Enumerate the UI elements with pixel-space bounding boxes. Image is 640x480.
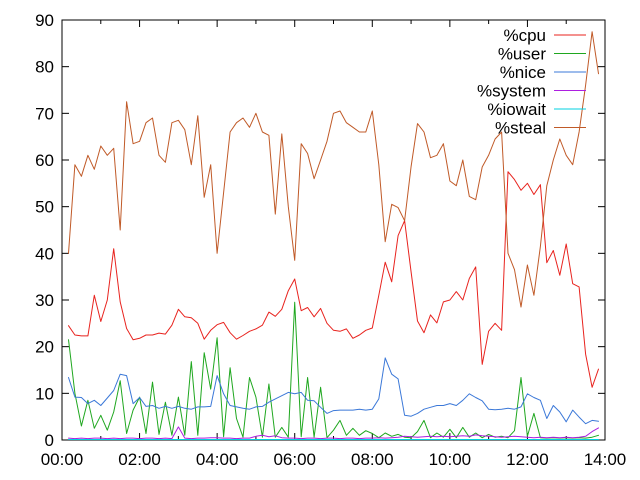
y-tick-label: 10 [35,384,54,403]
y-tick-label: 20 [35,338,54,357]
x-tick-label: 12:00 [506,450,549,469]
y-tick-label: 40 [35,244,54,263]
legend-label-cpu: %cpu [503,26,546,45]
series-line-nice [68,357,599,425]
x-tick-label: 02:00 [118,450,161,469]
legend-label-user: %user [498,45,547,64]
series-line-user [68,301,599,439]
x-tick-label: 08:00 [351,450,394,469]
y-tick-label: 0 [45,431,54,450]
x-tick-label: 06:00 [273,450,316,469]
y-tick-label: 30 [35,291,54,310]
legend-label-system: %system [477,82,546,101]
x-tick-label: 14:00 [584,450,627,469]
x-tick-label: 10:00 [429,450,472,469]
y-tick-label: 80 [35,58,54,77]
series-line-cpu [68,171,599,388]
y-tick-label: 70 [35,104,54,123]
x-tick-label: 04:00 [196,450,239,469]
legend-label-nice: %nice [500,63,546,82]
legend-label-steal: %steal [495,119,546,138]
x-tick-label: 00:00 [41,450,84,469]
y-tick-label: 60 [35,151,54,170]
y-tick-label: 90 [35,11,54,30]
y-tick-label: 50 [35,198,54,217]
series-line-steal [68,31,599,308]
legend-label-iowait: %iowait [487,100,546,119]
series-line-system [68,426,599,440]
